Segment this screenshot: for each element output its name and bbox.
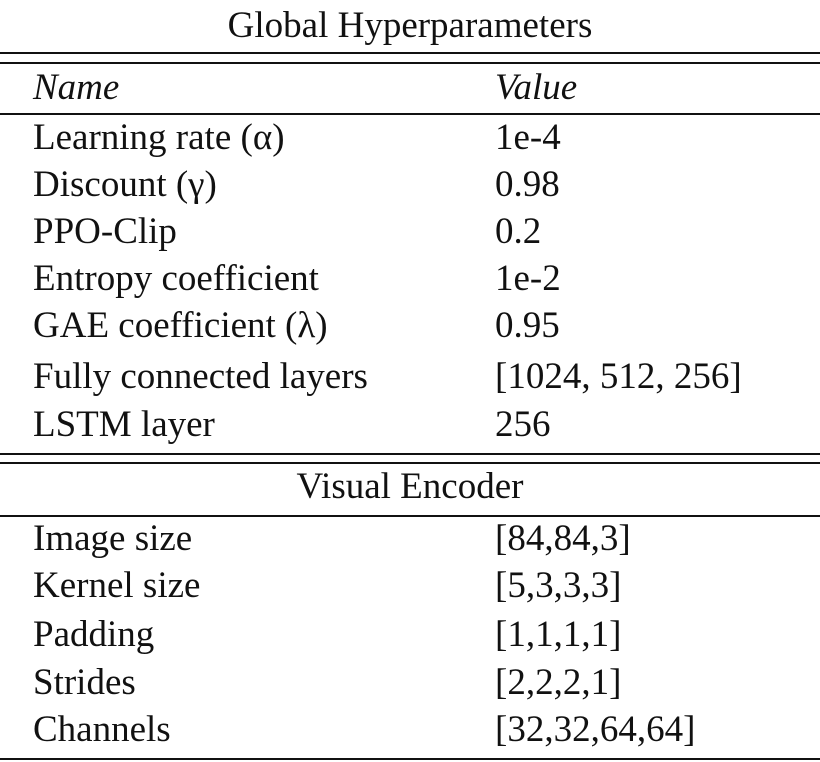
- param-name: Kernel size: [33, 565, 201, 606]
- param-name: Image size: [33, 518, 193, 559]
- param-name: Channels: [33, 709, 171, 750]
- param-value: [32,32,64,64]: [495, 709, 696, 750]
- param-value: [1024, 512, 256]: [495, 356, 742, 397]
- name-column-header: Name: [33, 67, 120, 108]
- visual-section-title: Visual Encoder: [296, 466, 524, 507]
- divider: [0, 758, 820, 760]
- param-name: Learning rate (α): [33, 117, 285, 158]
- divider: [0, 515, 820, 517]
- divider: [0, 62, 820, 64]
- param-value: 0.95: [495, 305, 560, 346]
- global-section-title: Global Hyperparameters: [227, 5, 593, 46]
- param-name: PPO-Clip: [33, 211, 177, 252]
- param-name: Padding: [33, 614, 155, 655]
- divider: [0, 462, 820, 464]
- param-value: [84,84,3]: [495, 518, 631, 559]
- divider: [0, 453, 820, 455]
- param-name: Strides: [33, 662, 136, 703]
- param-name: Fully connected layers: [33, 356, 368, 397]
- param-name: LSTM layer: [33, 404, 215, 445]
- divider: [0, 52, 820, 54]
- param-value: 1e-2: [495, 258, 561, 299]
- param-value: [5,3,3,3]: [495, 565, 622, 606]
- divider: [0, 113, 820, 115]
- param-value: [1,1,1,1]: [495, 614, 622, 655]
- param-name: GAE coefficient (λ): [33, 305, 328, 346]
- param-value: 256: [495, 404, 551, 445]
- value-column-header: Value: [495, 67, 578, 108]
- param-value: 0.2: [495, 211, 542, 252]
- param-name: Entropy coefficient: [33, 258, 319, 299]
- param-name: Discount (γ): [33, 164, 217, 205]
- param-value: [2,2,2,1]: [495, 662, 622, 703]
- param-value: 0.98: [495, 164, 560, 205]
- param-value: 1e-4: [495, 117, 561, 158]
